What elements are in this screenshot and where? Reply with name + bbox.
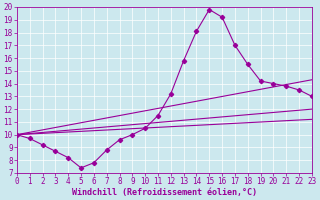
X-axis label: Windchill (Refroidissement éolien,°C): Windchill (Refroidissement éolien,°C) [72,188,257,197]
